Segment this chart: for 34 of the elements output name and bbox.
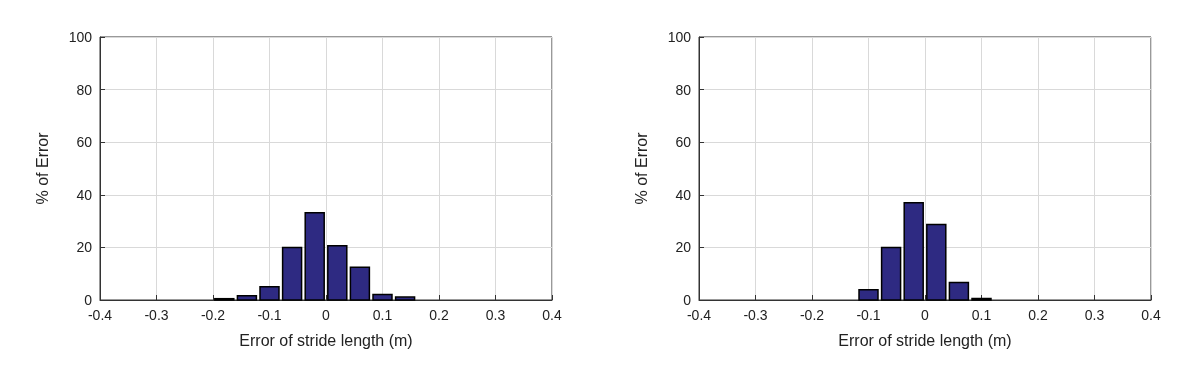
y-tick-label: 40 [674, 186, 691, 203]
y-tick-label: 40 [76, 186, 93, 203]
y-tick-label: 80 [674, 81, 691, 98]
x-tick-label: 0.4 [1140, 307, 1161, 323]
y-axis-title: % of Error [632, 131, 649, 205]
y-axis-title: % of Error [33, 131, 51, 205]
y-tick-label: 0 [84, 292, 93, 308]
x-tick-label: -0.3 [144, 307, 169, 323]
x-tick-label: -0.1 [855, 307, 881, 323]
x-tick-label: -0.4 [87, 307, 113, 323]
y-tick-label: 80 [76, 81, 93, 98]
x-tick-label: 0 [920, 307, 929, 323]
x-tick-label: -0.2 [799, 307, 824, 323]
y-tick-label: 20 [674, 239, 691, 256]
x-axis-title: Error of stride length (m) [837, 331, 1012, 349]
x-tick-label: -0.4 [686, 307, 711, 323]
x-tick-label: 0.3 [485, 307, 506, 323]
x-tick-label: 0.2 [429, 307, 449, 323]
y-tick-label: 100 [68, 29, 93, 45]
x-tick-label: 0.1 [372, 307, 393, 323]
x-tick-label: 0.1 [971, 307, 991, 323]
y-tick-label: 0 [682, 292, 691, 308]
x-axis-title: Error of stride length (m) [239, 331, 413, 349]
x-tick-label: -0.2 [200, 307, 226, 323]
x-tick-label: 0.3 [1084, 307, 1104, 323]
x-tick-label: 0.2 [1027, 307, 1048, 323]
y-tick-label: 60 [76, 134, 93, 151]
x-tick-label: -0.3 [742, 307, 768, 323]
x-tick-label: -0.1 [257, 307, 282, 323]
y-tick-label: 20 [76, 239, 93, 256]
x-tick-label: 0 [322, 307, 331, 323]
y-tick-label: 60 [674, 134, 691, 151]
x-tick-label: 0.4 [542, 307, 562, 323]
y-tick-label: 100 [667, 29, 691, 45]
